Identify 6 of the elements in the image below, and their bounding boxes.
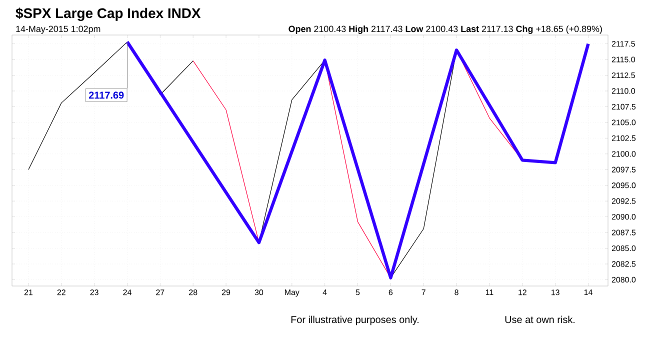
annotation: 2117.69 (88, 92, 124, 99)
chart-title: $SPX Large Cap Index INDX (16, 8, 201, 21)
text: Use at own risk. (505, 316, 575, 324)
chart-subtitle: 14-May-2015 1:02pm (16, 26, 100, 34)
text: For illustrative purposes only. (291, 316, 418, 326)
text: Open 2100.43 High 2117.43 Low 2100.43 Last 2117.13 Chg +18.65 (+0.89%) (288, 26, 602, 34)
